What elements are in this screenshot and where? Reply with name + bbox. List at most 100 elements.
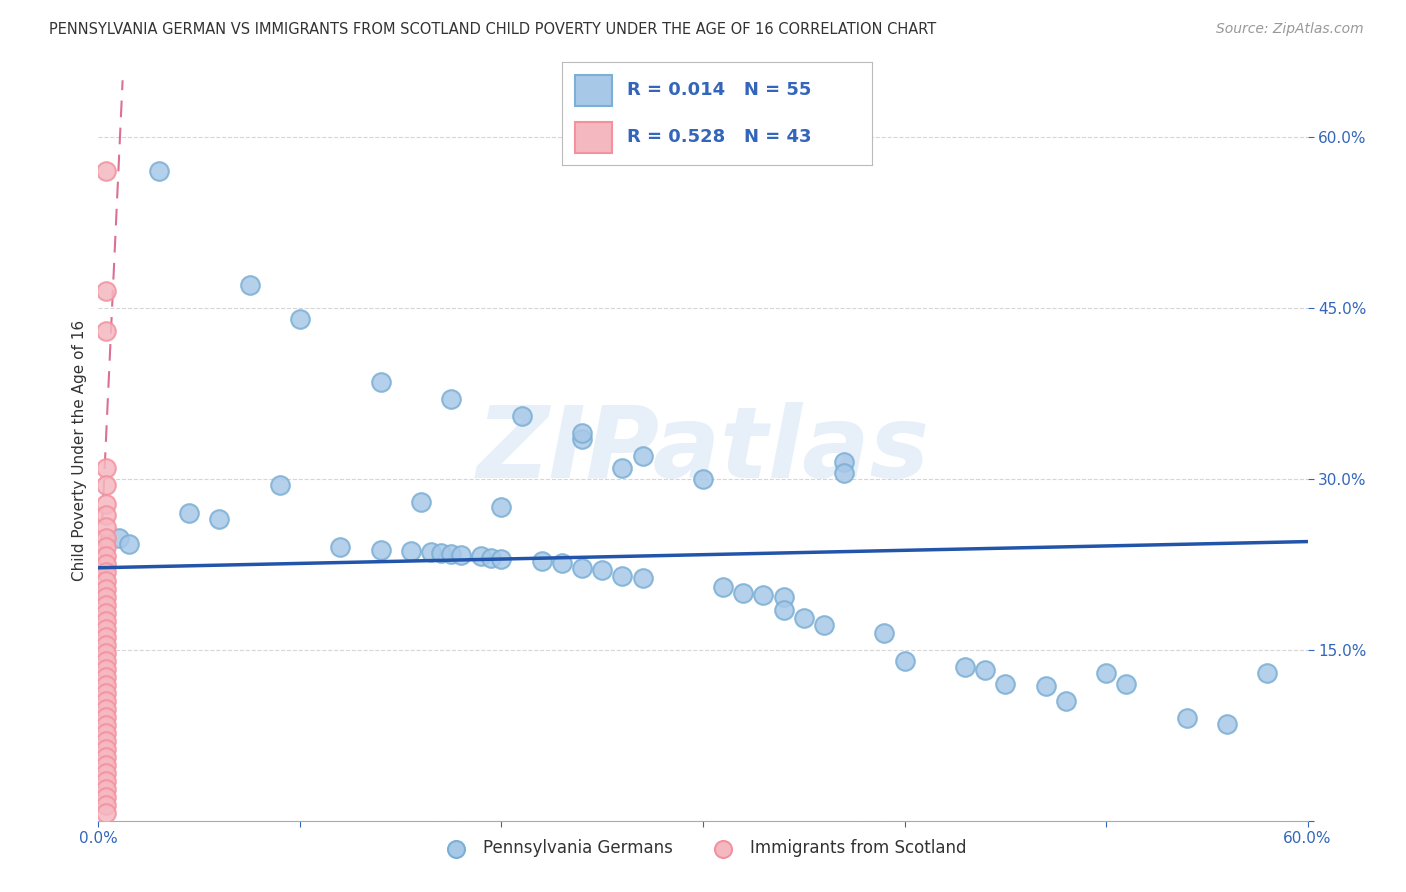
Point — [96, 670, 118, 684]
Point — [118, 537, 141, 551]
Point — [612, 460, 634, 475]
Point — [96, 678, 118, 692]
Point — [692, 472, 714, 486]
Point — [329, 541, 352, 555]
Point — [96, 531, 118, 545]
Point — [772, 603, 794, 617]
Point — [96, 284, 118, 298]
Point — [953, 660, 976, 674]
Point — [96, 508, 118, 523]
Point — [510, 409, 533, 424]
Point — [832, 455, 855, 469]
Point — [893, 654, 915, 668]
Point — [179, 506, 201, 520]
Point — [420, 545, 443, 559]
Point — [631, 571, 654, 585]
Point — [832, 467, 855, 481]
Point — [430, 546, 453, 560]
Point — [96, 541, 118, 555]
Point — [96, 694, 118, 708]
Point — [96, 607, 118, 621]
Point — [96, 773, 118, 788]
Point — [1035, 679, 1057, 693]
Point — [450, 548, 472, 562]
Point — [571, 426, 593, 441]
Text: PENNSYLVANIA GERMAN VS IMMIGRANTS FROM SCOTLAND CHILD POVERTY UNDER THE AGE OF 1: PENNSYLVANIA GERMAN VS IMMIGRANTS FROM S… — [49, 22, 936, 37]
Point — [551, 556, 574, 570]
Point — [873, 625, 896, 640]
Text: R = 0.528   N = 43: R = 0.528 N = 43 — [627, 128, 811, 146]
Text: Source: ZipAtlas.com: Source: ZipAtlas.com — [1216, 22, 1364, 37]
Point — [239, 278, 262, 293]
Point — [530, 554, 553, 568]
Point — [481, 550, 503, 565]
Point — [208, 512, 231, 526]
Point — [96, 726, 118, 740]
Point — [96, 558, 118, 572]
Point — [409, 494, 432, 508]
Point — [772, 591, 794, 605]
Point — [96, 582, 118, 597]
Point — [96, 630, 118, 644]
Point — [711, 580, 734, 594]
Point — [1175, 711, 1198, 725]
Point — [399, 543, 422, 558]
Point — [96, 164, 118, 178]
Point — [107, 531, 129, 545]
Bar — [575, 122, 612, 153]
Point — [370, 542, 392, 557]
Point — [96, 742, 118, 756]
Text: ZIPatlas: ZIPatlas — [477, 402, 929, 499]
Point — [440, 392, 463, 407]
Legend: Pennsylvania Germans, Immigrants from Scotland: Pennsylvania Germans, Immigrants from Sc… — [433, 833, 973, 864]
Point — [470, 549, 492, 564]
Point — [96, 324, 118, 338]
Point — [96, 460, 118, 475]
Point — [96, 622, 118, 636]
Point — [148, 164, 170, 178]
Y-axis label: Child Poverty Under the Age of 16: Child Poverty Under the Age of 16 — [72, 320, 87, 581]
Point — [96, 654, 118, 668]
Point — [974, 663, 997, 677]
Point — [96, 646, 118, 660]
Point — [96, 574, 118, 589]
Point — [571, 432, 593, 446]
Point — [96, 477, 118, 491]
Point — [96, 520, 118, 534]
Point — [994, 677, 1017, 691]
Point — [96, 734, 118, 748]
Point — [96, 805, 118, 820]
Point — [733, 586, 755, 600]
Point — [1256, 665, 1278, 680]
Point — [370, 375, 392, 389]
Point — [96, 638, 118, 652]
Point — [96, 797, 118, 812]
Point — [612, 568, 634, 582]
Point — [96, 718, 118, 732]
Point — [96, 662, 118, 676]
Point — [96, 615, 118, 629]
Point — [752, 588, 775, 602]
Point — [491, 551, 513, 566]
Point — [96, 749, 118, 764]
Point — [96, 789, 118, 804]
Point — [96, 765, 118, 780]
Point — [96, 591, 118, 605]
Point — [813, 617, 835, 632]
Point — [1115, 677, 1137, 691]
Point — [288, 312, 311, 326]
Point — [96, 599, 118, 613]
Point — [491, 500, 513, 515]
Point — [96, 710, 118, 724]
Point — [591, 563, 613, 577]
Point — [96, 757, 118, 772]
Point — [96, 566, 118, 580]
Point — [1054, 694, 1077, 708]
Point — [1216, 716, 1239, 731]
Point — [96, 686, 118, 700]
Point — [96, 781, 118, 796]
Point — [96, 549, 118, 564]
Point — [96, 497, 118, 511]
Point — [96, 702, 118, 716]
Point — [793, 611, 815, 625]
